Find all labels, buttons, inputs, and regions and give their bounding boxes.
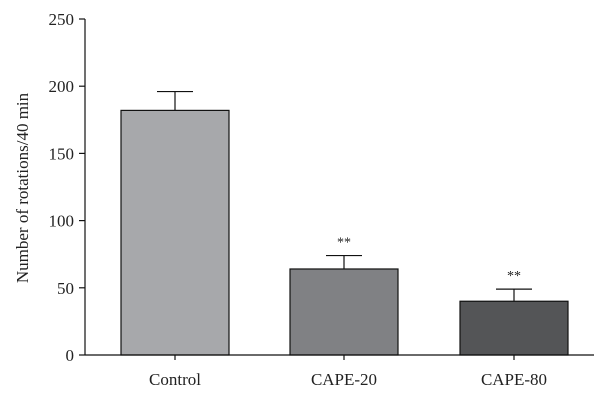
significance-annotation: ** xyxy=(337,236,351,251)
x-tick-label: CAPE-20 xyxy=(311,370,377,389)
y-tick-label: 250 xyxy=(49,10,75,29)
bar-cape-80 xyxy=(459,300,569,356)
y-tick-label: 200 xyxy=(49,77,75,96)
bar-cape-20 xyxy=(289,268,399,356)
bar-control xyxy=(120,109,230,356)
plot-area: ** ** 0 50 100 150 200 250 Control CAPE-20 CAPE-80 xyxy=(49,10,594,389)
significance-annotation: ** xyxy=(507,269,521,284)
y-tick-label: 50 xyxy=(57,279,74,298)
x-tick-label: CAPE-80 xyxy=(481,370,547,389)
y-tick-label: 100 xyxy=(49,212,75,231)
x-tick-label: Control xyxy=(149,370,201,389)
y-axis-label: Number of rotations/40 min xyxy=(13,92,32,283)
y-tick-label: 0 xyxy=(66,346,75,365)
y-tick-label: 150 xyxy=(49,144,75,163)
